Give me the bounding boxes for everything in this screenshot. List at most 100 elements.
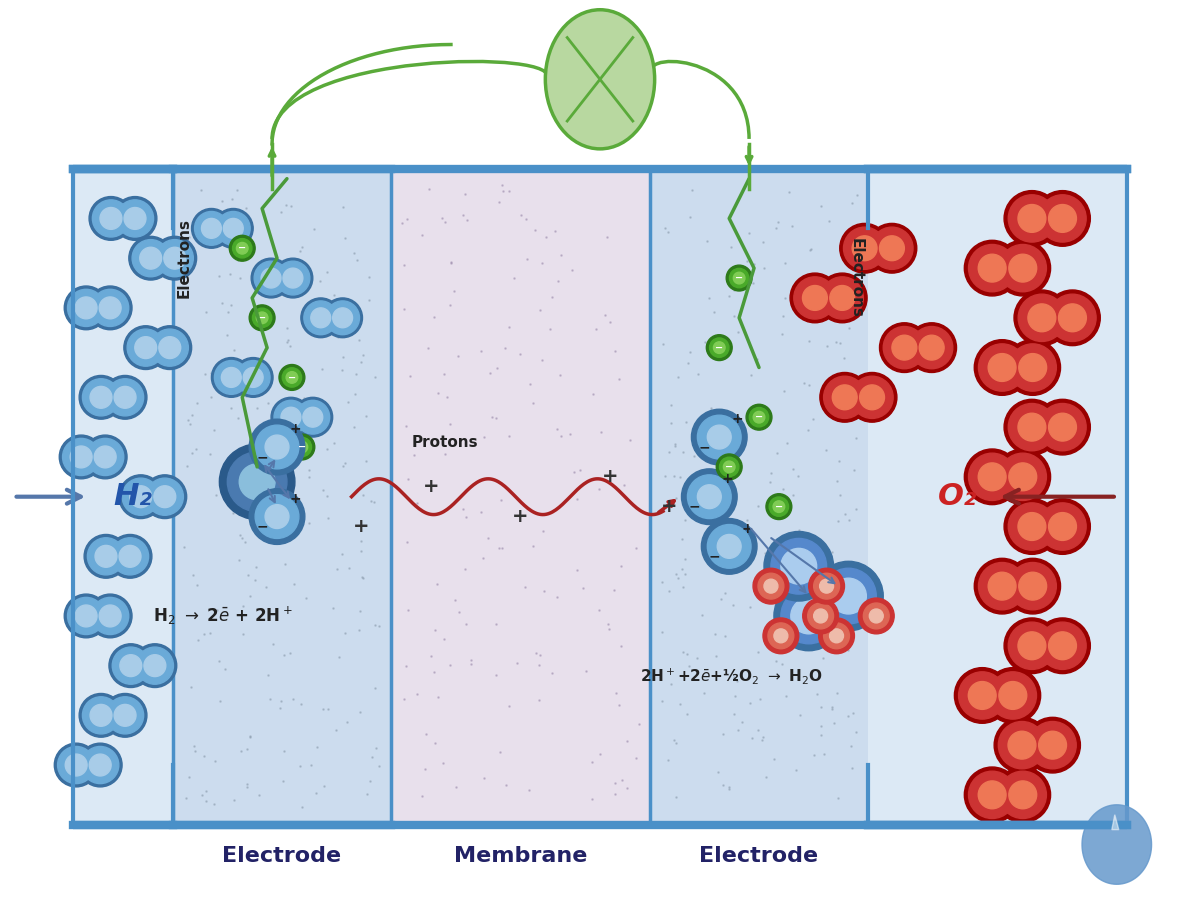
- Point: [240, 730, 259, 745]
- Point: [197, 213, 216, 228]
- Point: [828, 791, 847, 806]
- Point: [353, 348, 372, 362]
- Circle shape: [1049, 414, 1076, 441]
- Point: [281, 646, 300, 660]
- Point: [842, 241, 862, 256]
- Point: [433, 755, 452, 770]
- Point: [686, 486, 706, 501]
- Point: [803, 578, 822, 592]
- Point: [835, 508, 854, 522]
- Point: [667, 736, 686, 750]
- Circle shape: [820, 579, 834, 593]
- Point: [317, 266, 336, 280]
- Point: [714, 778, 733, 792]
- Circle shape: [89, 286, 132, 330]
- Circle shape: [223, 219, 244, 239]
- Point: [398, 603, 418, 617]
- Point: [182, 446, 202, 460]
- Circle shape: [83, 697, 120, 734]
- Circle shape: [995, 449, 1050, 505]
- Circle shape: [257, 312, 268, 324]
- Point: [706, 627, 725, 641]
- Point: [678, 356, 697, 370]
- Point: [432, 211, 451, 225]
- Point: [242, 220, 262, 234]
- Circle shape: [83, 379, 120, 416]
- Point: [563, 263, 582, 277]
- Circle shape: [808, 603, 834, 629]
- Circle shape: [817, 273, 868, 323]
- Point: [823, 702, 842, 717]
- Circle shape: [714, 342, 725, 353]
- Point: [589, 482, 608, 496]
- Point: [829, 454, 848, 468]
- Circle shape: [720, 457, 739, 476]
- Point: [743, 275, 762, 290]
- Point: [822, 544, 841, 559]
- Circle shape: [265, 505, 289, 528]
- Point: [799, 334, 818, 348]
- Point: [174, 260, 193, 274]
- Point: [462, 657, 481, 671]
- Point: [653, 336, 672, 351]
- Circle shape: [851, 376, 893, 418]
- Circle shape: [1000, 245, 1046, 292]
- Point: [210, 654, 229, 668]
- Circle shape: [236, 361, 270, 395]
- Circle shape: [892, 335, 917, 360]
- Text: −: −: [775, 501, 782, 511]
- Point: [659, 584, 678, 598]
- Circle shape: [820, 372, 870, 422]
- Point: [672, 562, 691, 577]
- Point: [775, 384, 794, 398]
- Point: [600, 315, 619, 329]
- Point: [611, 639, 630, 653]
- Point: [212, 194, 232, 208]
- Point: [272, 774, 292, 788]
- Point: [277, 335, 296, 350]
- Point: [533, 353, 552, 367]
- Point: [521, 377, 540, 391]
- Circle shape: [716, 454, 742, 480]
- Point: [395, 302, 414, 317]
- Point: [653, 694, 672, 709]
- Point: [804, 748, 823, 762]
- Point: [428, 506, 448, 520]
- Point: [551, 248, 570, 262]
- Point: [365, 680, 384, 694]
- Point: [396, 658, 415, 673]
- Point: [782, 219, 802, 233]
- Bar: [391, 169, 649, 824]
- Point: [748, 352, 767, 366]
- Point: [534, 523, 553, 537]
- Circle shape: [227, 452, 287, 511]
- Circle shape: [1008, 623, 1056, 669]
- Circle shape: [968, 453, 1016, 501]
- Point: [370, 619, 389, 633]
- Circle shape: [1028, 721, 1076, 769]
- Point: [180, 230, 199, 244]
- Circle shape: [301, 298, 341, 337]
- Circle shape: [89, 754, 112, 776]
- Circle shape: [781, 548, 817, 584]
- Point: [832, 601, 851, 615]
- Point: [202, 366, 221, 380]
- Point: [497, 778, 516, 792]
- Point: [247, 401, 266, 415]
- Point: [457, 213, 476, 227]
- Point: [547, 422, 566, 437]
- Point: [811, 727, 830, 742]
- Point: [456, 616, 475, 631]
- Point: [770, 614, 790, 628]
- Bar: [173, 169, 391, 824]
- Circle shape: [127, 329, 164, 366]
- Point: [235, 535, 254, 549]
- Point: [318, 489, 337, 503]
- Point: [841, 739, 860, 753]
- Point: [428, 387, 448, 401]
- Circle shape: [113, 196, 157, 240]
- Point: [772, 327, 791, 341]
- Point: [605, 583, 624, 597]
- Point: [178, 413, 197, 427]
- Text: Electrons: Electrons: [848, 238, 864, 318]
